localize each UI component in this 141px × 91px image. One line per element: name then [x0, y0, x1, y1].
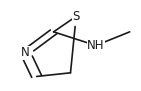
Text: NH: NH: [87, 39, 105, 52]
Text: N: N: [21, 46, 30, 59]
Text: S: S: [72, 10, 80, 23]
